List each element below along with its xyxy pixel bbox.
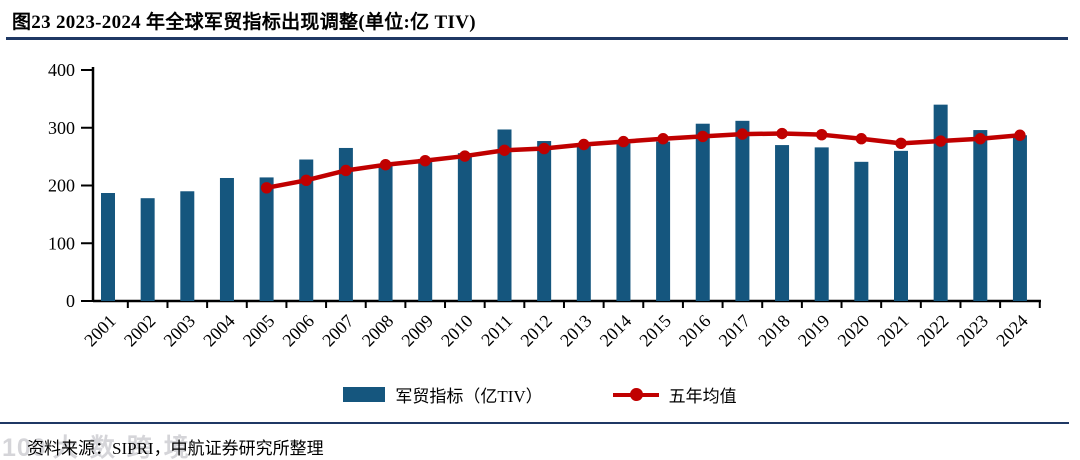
x-category-label: 2015	[635, 311, 675, 351]
avg-point-2007	[340, 164, 352, 177]
legend-item-bar: 军贸指标（亿TIV）	[343, 382, 543, 407]
bar-2005	[259, 177, 274, 301]
avg-point-2014	[617, 135, 630, 148]
x-category-label: 2006	[278, 311, 318, 351]
x-category-label: 2023	[953, 311, 993, 351]
bar-2012	[537, 141, 552, 301]
avg-point-2012	[538, 142, 550, 155]
avg-point-2005	[260, 182, 273, 194]
bar-2009	[418, 158, 433, 301]
line-swatch-icon	[612, 387, 659, 402]
x-category-label: 2010	[437, 311, 477, 351]
source-text: 资料来源：SIPRI，中航证券研究所整理	[27, 439, 324, 458]
bottom-rule	[0, 422, 1069, 424]
y-tick-label: 0	[66, 291, 75, 311]
bar-2016	[695, 123, 710, 302]
x-category-label: 2004	[199, 311, 239, 351]
x-category-label: 2007	[318, 311, 358, 351]
x-category-label: 2014	[596, 311, 636, 351]
x-category-label: 2002	[120, 311, 160, 351]
bar-2020	[854, 161, 869, 301]
x-category-label: 2012	[516, 311, 556, 351]
bar-2015	[656, 141, 671, 301]
avg-point-2008	[379, 159, 392, 171]
bar-2004	[219, 177, 234, 301]
bar-2018	[775, 145, 790, 301]
bar-2006	[299, 159, 314, 301]
avg-point-2009	[419, 154, 431, 167]
x-category-label: 2003	[160, 311, 200, 351]
bar-2010	[457, 153, 472, 301]
bar-2017	[735, 120, 750, 301]
x-category-label: 2005	[239, 311, 279, 351]
avg-point-2023	[974, 133, 986, 145]
x-category-label: 2011	[477, 311, 516, 350]
x-category-label: 2013	[556, 311, 596, 351]
x-category-label: 2016	[675, 311, 715, 351]
bar-2014	[616, 143, 631, 301]
bar-2019	[814, 147, 829, 301]
legend-label-line: 五年均值	[668, 387, 737, 406]
legend-label-bar: 军贸指标（亿TIV）	[395, 387, 543, 406]
x-category-label: 2017	[715, 311, 755, 351]
y-tick-label: 400	[48, 60, 75, 80]
avg-point-2016	[697, 130, 709, 143]
avg-point-2018	[776, 127, 788, 140]
x-category-label: 2024	[992, 311, 1032, 351]
page-title: 图23 2023-2024 年全球军贸指标出现调整(单位:亿 TIV)	[12, 12, 476, 33]
legend-item-line: 五年均值	[612, 382, 737, 407]
avg-point-2019	[816, 128, 828, 141]
x-category-label: 2018	[754, 311, 794, 351]
x-category-label: 2022	[913, 311, 953, 351]
bar-2023	[973, 130, 988, 301]
avg-point-2020	[855, 133, 868, 145]
y-tick-label: 300	[48, 118, 75, 138]
bar-2001	[101, 193, 115, 301]
bar-2007	[338, 147, 353, 301]
chart-legend: 军贸指标（亿TIV） 五年均值	[0, 382, 1080, 407]
avg-point-2022	[934, 135, 947, 147]
avg-point-2017	[736, 128, 749, 140]
avg-point-2011	[498, 144, 511, 156]
x-category-label: 2001	[80, 311, 120, 351]
bar-2024	[1012, 135, 1027, 301]
bar-2021	[894, 150, 908, 301]
x-category-label: 2009	[397, 311, 437, 351]
x-category-label: 2020	[834, 311, 874, 351]
y-tick-label: 200	[48, 176, 75, 196]
bar-2002	[140, 198, 155, 301]
avg-point-2010	[459, 150, 471, 162]
bar-2011	[497, 129, 512, 301]
x-category-label: 2008	[358, 311, 398, 351]
x-category-label: 2019	[794, 311, 834, 351]
bar-2022	[933, 104, 948, 302]
bar-2013	[576, 144, 591, 301]
avg-point-2024	[1014, 129, 1026, 141]
avg-point-2013	[578, 138, 590, 151]
title-rule	[6, 37, 1068, 40]
watermark-logo: 100	[2, 434, 47, 460]
avg-point-2015	[657, 133, 669, 145]
watermark-text: 大数跨境	[52, 434, 201, 460]
avg-line	[264, 131, 1023, 191]
bar-2003	[180, 191, 195, 301]
bar-swatch-icon	[343, 387, 386, 402]
avg-point-2021	[895, 137, 907, 150]
bar-2008	[378, 163, 393, 301]
y-tick-label: 100	[48, 233, 75, 253]
source-row: 100 大数跨境 资料来源：SIPRI，中航证券研究所整理	[0, 428, 1080, 460]
watermark: 100 大数跨境	[2, 428, 201, 460]
avg-point-2006	[300, 174, 312, 187]
x-category-label: 2021	[873, 311, 913, 351]
